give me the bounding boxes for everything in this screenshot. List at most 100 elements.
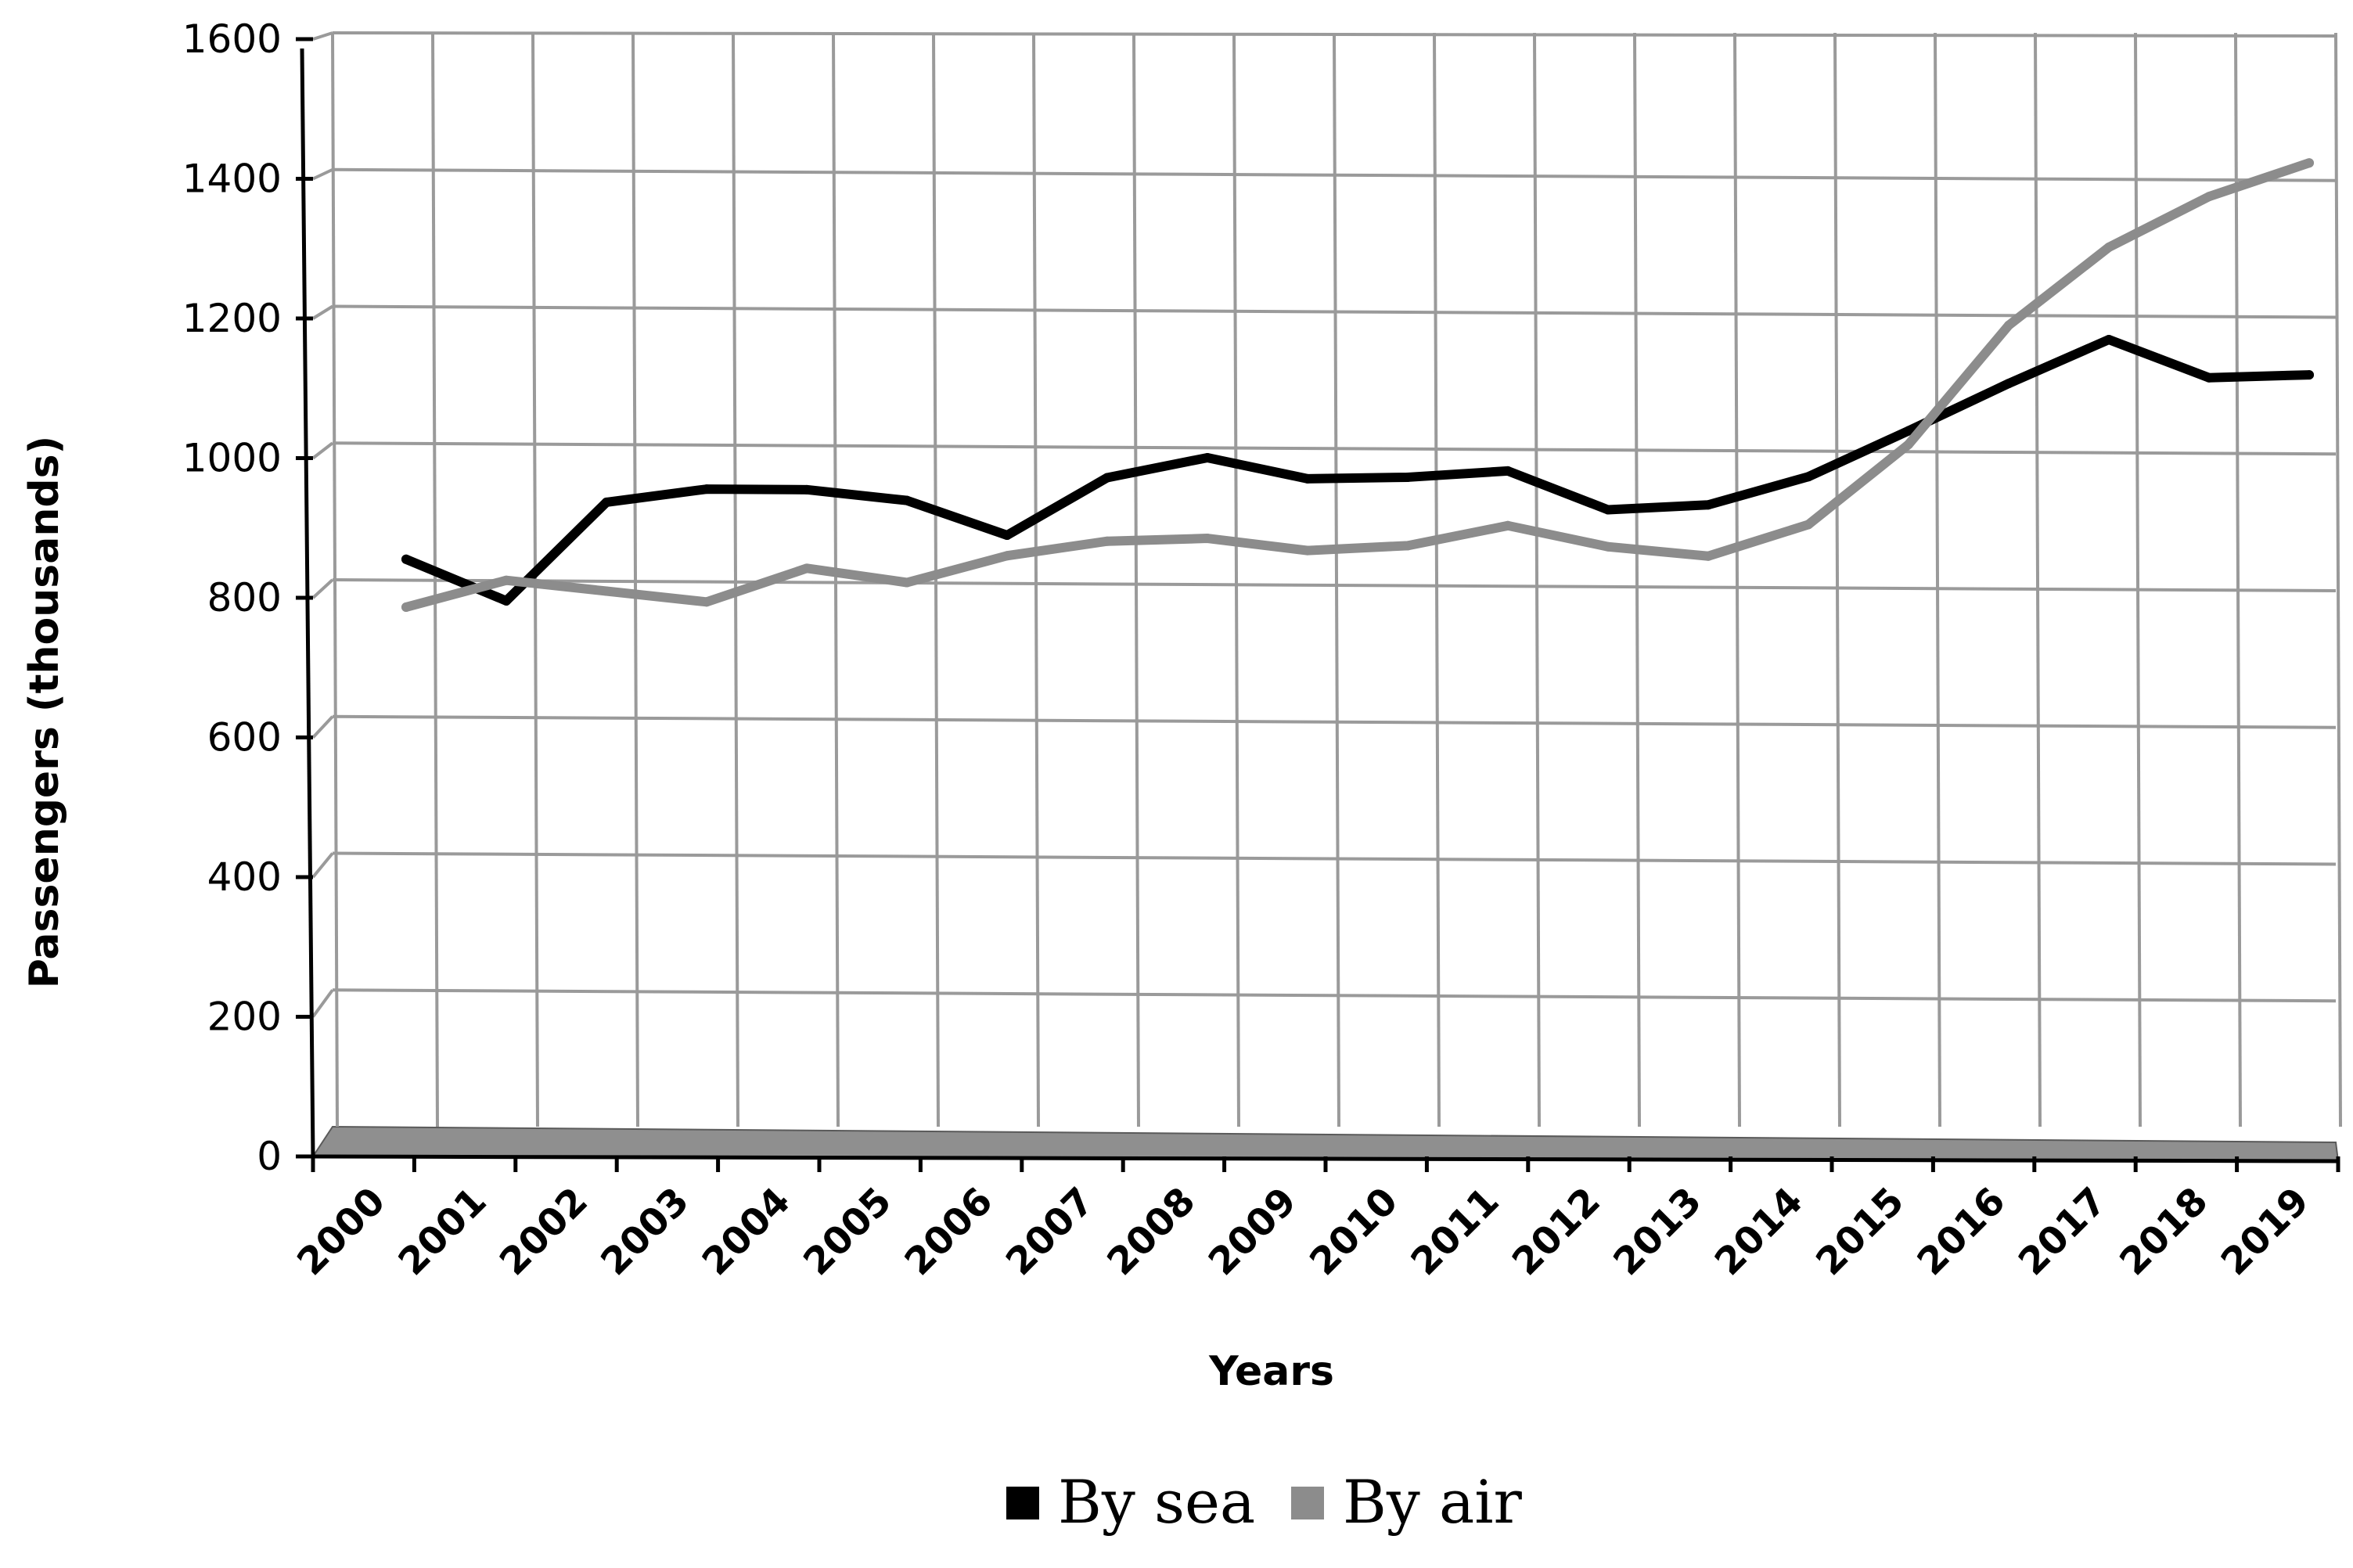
x-tick-label: 2001	[390, 1179, 495, 1284]
x-tick-label: 2008	[1099, 1179, 1203, 1284]
y-tick-label: 1000	[182, 436, 282, 481]
grid-vertical-line	[1833, 32, 1841, 1127]
x-tick-label: 2017	[2010, 1179, 2115, 1284]
x-tick-label: 2005	[795, 1179, 900, 1284]
grid-horizontal-line	[332, 441, 2337, 456]
y-tick-label: 200	[207, 994, 282, 1040]
x-tick-label: 2015	[1808, 1179, 1912, 1284]
data-point	[802, 563, 811, 574]
grid-side-line	[311, 715, 334, 739]
series-lines	[401, 158, 2314, 612]
grid-side-line	[311, 852, 334, 879]
grid-vertical-line	[732, 32, 739, 1127]
x-tick-label: 2019	[2213, 1179, 2318, 1284]
x-tick-label: 2018	[2111, 1179, 2216, 1284]
grid-vertical-line	[2134, 32, 2142, 1127]
data-point	[1503, 520, 1513, 530]
data-point	[1203, 534, 1212, 544]
legend-label-by-sea: By sea	[1058, 1467, 1255, 1537]
grid-horizontal-line	[332, 988, 2337, 1003]
grid-vertical-line	[2334, 32, 2342, 1127]
data-point	[1002, 551, 1012, 561]
y-tick-label: 600	[207, 715, 282, 761]
legend-swatch-by-sea	[1006, 1487, 1039, 1519]
data-point	[401, 602, 411, 612]
grid-vertical-line	[331, 32, 339, 1127]
grid-side-line	[311, 441, 334, 460]
data-point	[902, 495, 912, 505]
grid-vertical-line	[1433, 32, 1441, 1127]
x-tick-label: 2000	[289, 1179, 394, 1284]
data-point	[1704, 500, 1713, 510]
x-axis-line	[304, 1154, 2339, 1163]
data-point	[1303, 545, 1312, 556]
data-point	[1603, 505, 1613, 515]
data-point	[602, 586, 611, 596]
data-point	[1503, 466, 1513, 476]
series-line-by-air	[401, 158, 2314, 612]
grid-vertical-line	[1333, 32, 1340, 1127]
data-point	[802, 484, 811, 494]
grid-vertical-line	[832, 32, 840, 1127]
y-axis-line	[300, 48, 315, 1157]
x-tick-label: 2014	[1707, 1179, 1812, 1284]
x-tick-label: 2010	[1301, 1179, 1406, 1284]
grid-side-line	[311, 989, 334, 1018]
data-point	[2204, 372, 2214, 383]
grid-horizontal-line	[332, 851, 2337, 866]
grid-vertical-line	[1232, 32, 1240, 1127]
y-axis-title: Passengers (thousands)	[21, 436, 68, 989]
x-tick-label: 2007	[998, 1179, 1103, 1284]
x-tick-label: 2016	[1909, 1179, 2014, 1284]
data-point	[1603, 541, 1613, 552]
data-point	[1103, 536, 1112, 546]
data-point	[1002, 530, 1012, 541]
data-point	[2104, 243, 2114, 253]
y-tick-label: 400	[207, 854, 282, 900]
data-point	[1904, 440, 1913, 450]
data-point	[702, 484, 711, 494]
data-point	[1203, 452, 1212, 462]
grid-lines	[311, 31, 2342, 1127]
grid-vertical-line	[1032, 32, 1040, 1127]
grid-vertical-line	[1533, 32, 1541, 1127]
data-point	[2104, 334, 2114, 344]
y-tick-label: 0	[257, 1134, 282, 1179]
y-tick-label: 1600	[182, 16, 282, 62]
data-point	[1103, 473, 1112, 483]
data-point	[1303, 473, 1312, 484]
x-tick-label: 2006	[897, 1179, 1002, 1284]
x-tick-label: 2012	[1504, 1179, 1609, 1284]
x-tick-label: 2004	[694, 1179, 799, 1284]
data-point	[2304, 158, 2314, 168]
data-point	[702, 597, 711, 607]
x-tick-label: 2009	[1200, 1179, 1305, 1284]
axes	[296, 37, 2340, 1172]
grid-side-line	[312, 31, 333, 41]
data-point	[502, 575, 511, 585]
x-axis-title: Years	[1208, 1348, 1334, 1395]
x-tick-label: 2002	[491, 1179, 596, 1284]
data-point	[902, 577, 912, 588]
grid-side-line	[312, 167, 333, 181]
data-point	[2204, 192, 2214, 202]
grid-vertical-line	[932, 32, 940, 1127]
y-tick-labels: 0 200 400 600 800 1000 1200 1400 1600	[182, 16, 282, 1179]
legend: By sea By air	[1006, 1467, 1523, 1537]
grid-vertical-line	[1132, 32, 1140, 1127]
data-point	[1804, 472, 1813, 482]
grid-horizontal-line	[332, 578, 2337, 592]
data-point	[2004, 379, 2013, 389]
grid-horizontal-line	[332, 714, 2337, 729]
data-point	[502, 595, 511, 606]
grid-side-line	[311, 578, 334, 599]
data-point	[602, 497, 611, 507]
data-point	[1904, 426, 1913, 436]
grid-vertical-line	[2034, 32, 2042, 1127]
grid-vertical-line	[631, 32, 639, 1127]
series-line-by-sea	[401, 334, 2314, 606]
grid-vertical-line	[2234, 32, 2242, 1127]
data-point	[1704, 551, 1713, 561]
grid-vertical-line	[1633, 32, 1641, 1127]
